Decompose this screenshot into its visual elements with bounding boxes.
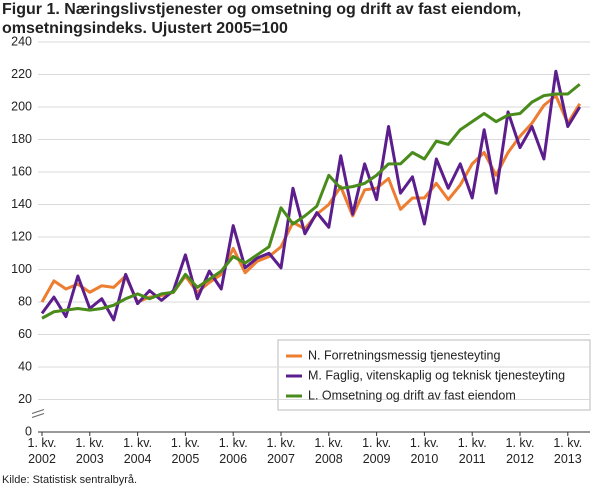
x-tick-label-line: 2010 (410, 452, 438, 466)
x-tick-label-line: 2002 (28, 452, 56, 466)
y-tick-label: 160 (11, 164, 32, 178)
legend-label: M. Faglig, vitenskaplig og teknisk tjene… (308, 368, 565, 382)
x-tick-label-line: 1. kv. (267, 436, 296, 450)
x-tick-label-line: 1. kv. (171, 436, 200, 450)
x-tick-label: 1. kv. 2012 (506, 436, 535, 466)
x-tick-label-line: 1. kv. (410, 436, 439, 450)
y-tick-label: 240 (11, 34, 32, 48)
x-tick-label-line: 2008 (315, 452, 343, 466)
x-tick-label: 1. kv. 2004 (123, 436, 152, 466)
x-tick-label-line: 1. kv. (219, 436, 248, 450)
x-tick-label: 1. kv. 2006 (219, 436, 248, 466)
series-line (41, 83, 581, 320)
y-tick-label: 80 (18, 294, 32, 308)
series-line (40, 94, 582, 304)
y-tick-label: 60 (18, 327, 32, 341)
source: Kilde: Statistisk sentralbyrå. (2, 474, 137, 486)
x-tick-label-line: 1. kv. (362, 436, 391, 450)
axis-break (30, 409, 50, 417)
x-tick-label-line: 2013 (554, 452, 582, 466)
x-tick-label-line: 2004 (124, 452, 152, 466)
x-tick-label-line: 1. kv. (458, 436, 487, 450)
x-tick-label-line: 1. kv. (506, 436, 535, 450)
y-tick-label: 120 (11, 229, 32, 243)
x-tick-label-line: 1. kv. (28, 436, 57, 450)
x-tick-label-line: 1. kv. (123, 436, 152, 450)
x-tick-label-line: 2003 (76, 452, 104, 466)
x-tick-label-line: 2006 (219, 452, 247, 466)
chart-title: Figur 1. Næringslivstjenester og omsetni… (2, 1, 522, 37)
x-tick-label-line: 2007 (267, 452, 295, 466)
x-tick-label: 1. kv. 2009 (362, 436, 391, 466)
x-tick-label-line: 1. kv. (75, 436, 104, 450)
y-tick-label: 220 (11, 67, 32, 81)
x-tick-label-line: 2005 (171, 452, 199, 466)
x-tick-label: 1. kv. 2003 (75, 436, 104, 466)
axis-break (31, 409, 45, 414)
x-tick-label-line: 2009 (363, 452, 391, 466)
x-tick-label-line: 1. kv. (314, 436, 343, 450)
x-tick-label-line: 2012 (506, 452, 534, 466)
x-tick-label: 1. kv. 2002 (28, 436, 57, 466)
y-tick-label: 0 (25, 424, 32, 438)
x-tick-label: 1. kv. 2007 (267, 436, 296, 466)
x-tick-label: 1. kv. 2005 (171, 436, 200, 466)
x-tick-label-line: 2011 (459, 452, 486, 466)
y-tick-label: 140 (11, 197, 32, 211)
x-tick-label: 1. kv. 2011 (458, 436, 487, 466)
y-tick-label: 20 (18, 392, 32, 406)
x-tick-label-line: 1. kv. (553, 436, 582, 450)
x-tick-label: 1. kv. 2013 (553, 436, 582, 466)
y-tick-label: 100 (11, 262, 32, 276)
legend-box (277, 339, 591, 411)
x-tick-label: 1. kv. 2008 (314, 436, 343, 466)
y-tick-label: 40 (18, 359, 32, 373)
axis-break (31, 413, 45, 418)
legend-label: N. Forretningsmessig tjenesteyting (308, 348, 500, 362)
x-tick-label: 1. kv. 2010 (410, 436, 439, 466)
y-tick-label: 200 (11, 99, 32, 113)
series-line (40, 69, 582, 322)
y-tick-label: 180 (11, 132, 32, 146)
legend-label: L. Omsetning og drift av fast eiendom (308, 388, 516, 402)
